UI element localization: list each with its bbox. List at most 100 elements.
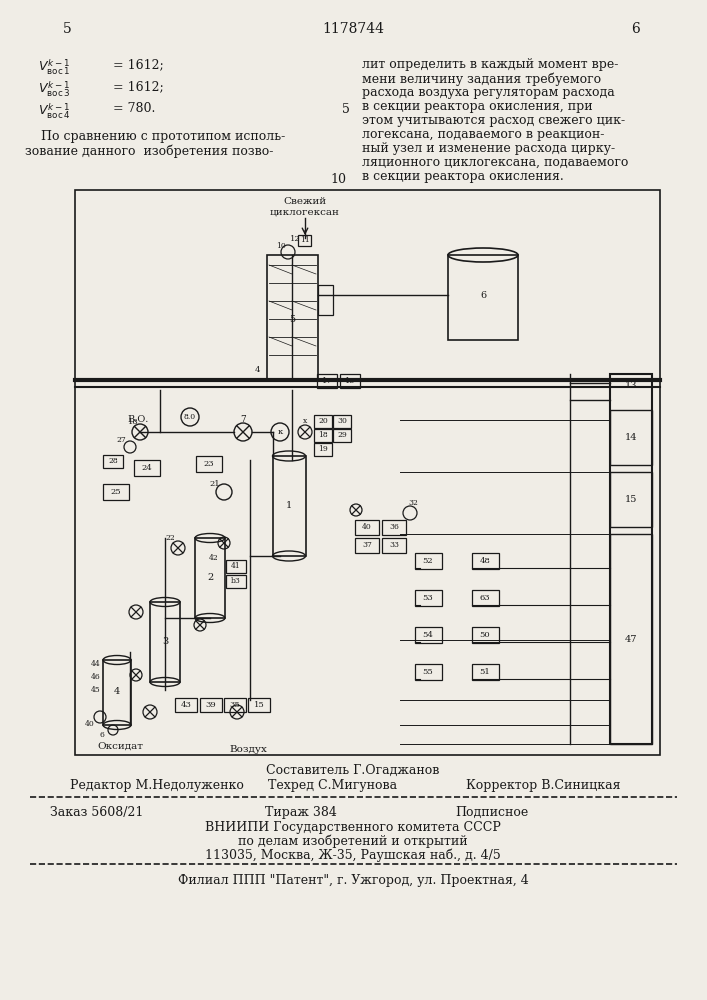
Text: 4: 4 [114, 688, 120, 696]
Text: $V^{k-1}_{\rm вос\,1}$: $V^{k-1}_{\rm вос\,1}$ [38, 58, 70, 77]
Bar [610, 410, 652, 465]
Text: Оксидат: Оксидат [97, 742, 143, 751]
Bar [318, 285, 333, 315]
Text: 8.0: 8.0 [184, 413, 196, 421]
Text: этом учитываются расход свежего цик-: этом учитываются расход свежего цик- [362, 114, 625, 127]
Bar [195, 538, 225, 618]
Text: 63: 63 [479, 594, 491, 602]
Bar [298, 235, 311, 246]
Text: 5: 5 [342, 103, 350, 116]
Text: Редактор М.Недолуженко: Редактор М.Недолуженко [70, 779, 244, 792]
Text: 6: 6 [100, 731, 105, 739]
Text: расхода воздуха регуляторам расхода: расхода воздуха регуляторам расхода [362, 86, 615, 99]
Text: 18: 18 [128, 418, 139, 426]
Text: Подписное: Подписное [455, 806, 528, 819]
Text: По сравнению с прототипом исполь-: По сравнению с прототипом исполь- [25, 130, 285, 143]
Text: x: x [303, 417, 307, 425]
Text: 48: 48 [479, 557, 491, 565]
Bar [472, 664, 499, 680]
Text: 35: 35 [230, 701, 240, 709]
Text: 1178744: 1178744 [322, 22, 384, 36]
Text: = 1612;: = 1612; [113, 80, 164, 93]
Text: Заказ 5608/21: Заказ 5608/21 [50, 806, 144, 819]
Text: 7: 7 [240, 416, 246, 424]
Bar [226, 575, 246, 588]
Text: зование данного  изобретения позво-: зование данного изобретения позво- [25, 144, 274, 157]
Text: 40: 40 [85, 720, 95, 728]
Bar [103, 484, 129, 500]
Bar [415, 553, 442, 569]
Text: 39: 39 [206, 701, 216, 709]
Bar [224, 698, 246, 712]
Text: 4: 4 [255, 366, 259, 374]
Bar [333, 415, 351, 428]
Text: 44: 44 [91, 660, 101, 668]
Text: 41: 41 [231, 562, 241, 570]
Text: логексана, подаваемого в реакцион-: логексана, подаваемого в реакцион- [362, 128, 604, 141]
Text: 47: 47 [625, 636, 637, 645]
Bar [610, 374, 652, 744]
Text: мени величину задания требуемого: мени величину задания требуемого [362, 72, 601, 86]
Text: $V^{k-1}_{\rm вос\,4}$: $V^{k-1}_{\rm вос\,4}$ [38, 102, 70, 121]
Text: 6: 6 [480, 292, 486, 300]
Text: 33: 33 [389, 541, 399, 549]
Bar [248, 698, 270, 712]
Text: ВНИИПИ Государственного комитета СССР: ВНИИПИ Государственного комитета СССР [205, 821, 501, 834]
Text: В.О.: В.О. [127, 415, 148, 424]
Bar [317, 374, 337, 388]
Bar [340, 374, 360, 388]
Text: 30: 30 [337, 417, 347, 425]
Text: 6: 6 [631, 22, 639, 36]
Text: в секции реактора окисления.: в секции реактора окисления. [362, 170, 563, 183]
Text: = 1612;: = 1612; [113, 58, 164, 71]
Bar [355, 520, 379, 535]
Text: 42: 42 [209, 554, 219, 562]
Bar [382, 538, 406, 553]
Bar [448, 255, 518, 340]
Text: 25: 25 [111, 488, 122, 496]
Text: 27: 27 [116, 436, 126, 444]
Text: лит определить в каждый момент вре-: лит определить в каждый момент вре- [362, 58, 619, 71]
Text: Составитель Г.Огаджанов: Составитель Г.Огаджанов [267, 764, 440, 777]
Bar [103, 455, 123, 468]
Text: 45: 45 [91, 686, 101, 694]
Text: к: к [277, 428, 283, 436]
Text: $V^{k-1}_{\rm вос\,3}$: $V^{k-1}_{\rm вос\,3}$ [38, 80, 70, 99]
Text: 10: 10 [330, 173, 346, 186]
Text: Тираж 384: Тираж 384 [265, 806, 337, 819]
Text: 10: 10 [276, 242, 286, 250]
Text: 23: 23 [204, 460, 214, 468]
Text: 17: 17 [322, 377, 332, 385]
Text: 37: 37 [362, 541, 372, 549]
Text: Филиал ППП "Патент", г. Ужгород, ул. Проектная, 4: Филиал ППП "Патент", г. Ужгород, ул. Про… [177, 874, 528, 887]
Text: 40: 40 [362, 523, 372, 531]
Text: 5: 5 [63, 22, 71, 36]
Text: 28: 28 [108, 457, 118, 465]
Text: 55: 55 [423, 668, 433, 676]
Bar [333, 429, 351, 442]
Bar [314, 443, 332, 456]
Bar [314, 429, 332, 442]
Bar [75, 190, 660, 755]
Bar [610, 534, 652, 744]
Bar [472, 553, 499, 569]
Bar [103, 660, 131, 725]
Text: Техред С.Мигунова: Техред С.Мигунова [268, 779, 397, 792]
Text: = 780.: = 780. [113, 102, 156, 115]
Text: 46: 46 [91, 673, 101, 681]
Bar [200, 698, 222, 712]
Text: 52: 52 [423, 557, 433, 565]
Bar [150, 602, 180, 682]
Text: 18: 18 [318, 431, 328, 439]
Text: ный узел и изменение расхода цирку-: ный узел и изменение расхода цирку- [362, 142, 615, 155]
Text: 20: 20 [318, 417, 328, 425]
Text: 50: 50 [479, 631, 491, 639]
Text: 5: 5 [289, 316, 295, 324]
Bar [472, 627, 499, 643]
Bar [415, 627, 442, 643]
Text: циклогексан: циклогексан [270, 207, 340, 216]
Bar [134, 460, 160, 476]
Text: 21: 21 [210, 480, 221, 488]
Text: в секции реактора окисления, при: в секции реактора окисления, при [362, 100, 592, 113]
Bar [415, 590, 442, 606]
